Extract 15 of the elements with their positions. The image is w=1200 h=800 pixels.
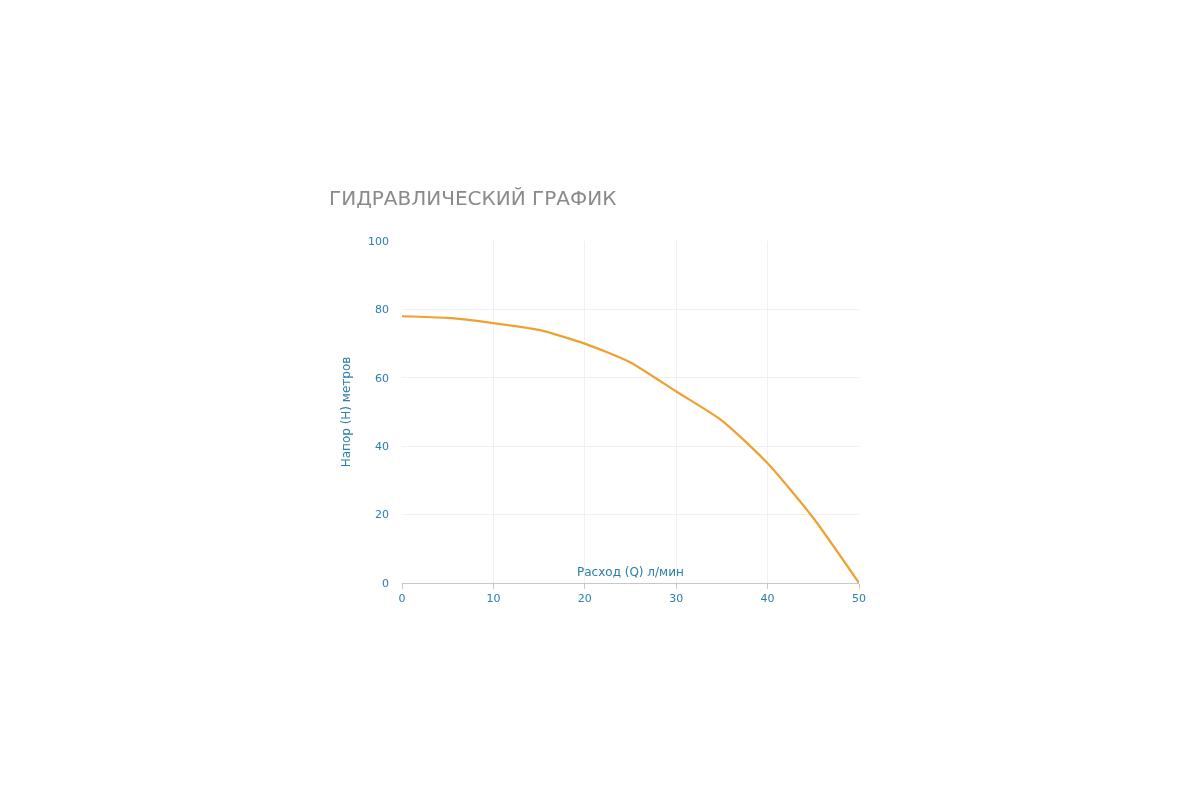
x-tick-label: 10: [486, 592, 501, 606]
chart-title: ГИДРАВЛИЧЕСКИЙ ГРАФИК: [329, 185, 617, 210]
y-tick-label: 60: [375, 371, 389, 385]
x-tick-label: 0: [398, 592, 406, 606]
x-tick-label: 50: [852, 592, 866, 606]
x-tick-label: 40: [760, 592, 775, 606]
x-tick-label: 30: [669, 592, 684, 606]
x-tick-label: 20: [577, 592, 592, 606]
y-tick-label: 100: [368, 234, 389, 248]
y-axis-title: Напор (H) метров: [339, 356, 354, 468]
y-tick-label: 20: [375, 508, 389, 522]
y-tick-label: 80: [375, 303, 389, 317]
x-axis-title: Расход (Q) л/мин: [577, 565, 684, 579]
y-tick-label: 40: [375, 440, 389, 454]
y-tick-label: 0: [382, 576, 389, 590]
